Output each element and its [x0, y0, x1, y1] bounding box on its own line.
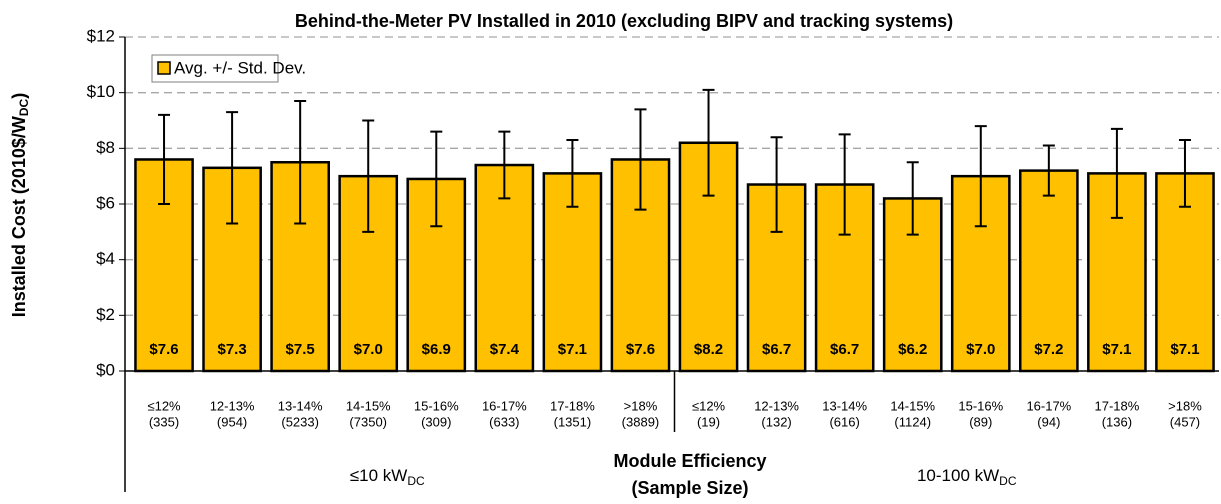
value-label: $6.7	[830, 341, 859, 358]
error-bar	[226, 111, 239, 225]
x-tick-label: 16-17%	[482, 398, 527, 413]
value-label: $6.2	[898, 341, 927, 358]
x-tick-label: 12-13%	[210, 398, 255, 413]
error-bar	[702, 88, 715, 197]
value-label: $7.6	[149, 341, 178, 358]
group-label-sub: DC	[407, 474, 425, 488]
bar	[134, 158, 194, 373]
error-bar	[362, 119, 375, 233]
x-tick-label: 14-15%	[890, 398, 935, 413]
y-tick-label: $10	[87, 82, 115, 101]
value-label: $7.1	[558, 341, 587, 358]
x-tick-label: (309)	[421, 414, 451, 429]
y-axis-label: Installed Cost (2010$/WDC)	[9, 93, 31, 317]
x-tick-label: 17-18%	[1095, 398, 1140, 413]
x-axis-label: (Sample Size)	[631, 478, 748, 498]
x-tick-label: (1124)	[894, 414, 931, 429]
error-bar	[566, 138, 579, 208]
error-bar	[838, 133, 851, 236]
x-tick-label: >18%	[624, 398, 658, 413]
value-label: $7.1	[1102, 341, 1131, 358]
x-tick-label: (19)	[697, 414, 720, 429]
error-bar	[498, 130, 511, 200]
group-label: ≤10 kWDC	[350, 466, 425, 488]
x-tick-label: (89)	[969, 414, 992, 429]
chart-title: Behind-the-Meter PV Installed in 2010 (e…	[295, 11, 953, 31]
x-tick-label: (633)	[489, 414, 519, 429]
y-tick-label: $8	[96, 138, 115, 157]
x-tick-label: 15-16%	[414, 398, 459, 413]
error-bar	[158, 113, 171, 205]
x-tick-label: 17-18%	[550, 398, 595, 413]
group-label-text: 10-100 kW	[917, 466, 999, 485]
x-tick-label: ≤12%	[147, 398, 181, 413]
x-tick-label: (954)	[217, 414, 247, 429]
group-label-text: ≤10 kW	[350, 466, 408, 485]
x-tick-label: 14-15%	[346, 398, 391, 413]
x-tick-label: (7350)	[349, 414, 387, 429]
legend-swatch	[157, 61, 171, 75]
x-tick-label: 13-14%	[278, 398, 323, 413]
x-tick-label: (5233)	[281, 414, 319, 429]
x-tick-label: (132)	[761, 414, 791, 429]
value-label: $6.7	[762, 341, 791, 358]
value-label: $7.5	[286, 341, 315, 358]
x-tick-label: (457)	[1170, 414, 1200, 429]
x-tick-label: >18%	[1168, 398, 1202, 413]
value-label: $7.0	[966, 341, 995, 358]
value-label: $7.6	[626, 341, 655, 358]
error-bar	[906, 161, 919, 236]
x-tick-label: (1351)	[554, 414, 592, 429]
y-tick-label: $2	[96, 305, 115, 324]
value-label: $7.0	[354, 341, 383, 358]
error-bar	[1042, 144, 1055, 197]
x-tick-label: (94)	[1037, 414, 1060, 429]
x-tick-label: (136)	[1102, 414, 1132, 429]
value-label: $8.2	[694, 341, 723, 358]
error-bar	[294, 100, 307, 225]
y-tick-label: $12	[87, 26, 115, 45]
value-label: $7.3	[217, 341, 246, 358]
value-label: $7.2	[1034, 341, 1063, 358]
error-bar	[634, 108, 647, 211]
x-tick-label: ≤12%	[692, 398, 726, 413]
y-tick-label: $6	[96, 193, 115, 212]
x-axis-label: Module Efficiency	[613, 451, 766, 471]
error-bar	[430, 130, 443, 228]
legend-box	[151, 54, 279, 83]
value-label: $6.9	[422, 341, 451, 358]
x-tick-label: 12-13%	[754, 398, 799, 413]
error-bar	[1110, 127, 1123, 219]
value-label: $7.1	[1170, 341, 1199, 358]
bar	[1019, 169, 1079, 373]
error-bar	[770, 136, 783, 233]
group-label: 10-100 kWDC	[917, 466, 1017, 488]
x-tick-label: 16-17%	[1026, 398, 1071, 413]
error-bar	[1178, 138, 1191, 208]
legend-label: Avg. +/- Std. Dev.	[174, 58, 306, 77]
x-tick-label: (3889)	[622, 414, 660, 429]
x-tick-label: 15-16%	[958, 398, 1003, 413]
y-tick-label: $4	[96, 249, 115, 268]
x-tick-label: (335)	[149, 414, 179, 429]
x-tick-label: (616)	[829, 414, 859, 429]
x-tick-label: 13-14%	[822, 398, 867, 413]
error-bar	[974, 125, 987, 228]
y-tick-label: $0	[96, 360, 115, 379]
value-label: $7.4	[490, 341, 520, 358]
group-label-sub: DC	[999, 474, 1017, 488]
